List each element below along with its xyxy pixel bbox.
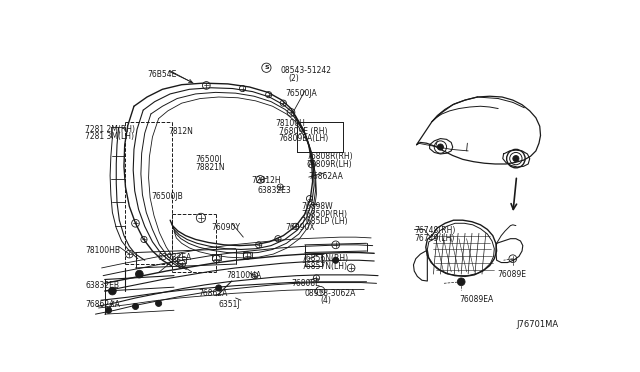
Text: 76B54E: 76B54E [147, 70, 177, 79]
Text: 76898W: 76898W [301, 202, 333, 212]
Text: 7812N: 7812N [168, 127, 193, 136]
Bar [177, 257, 186, 263]
Text: 78100H: 78100H [276, 119, 305, 128]
Circle shape [217, 286, 220, 289]
Circle shape [106, 307, 111, 313]
Text: 76809R(LH): 76809R(LH) [307, 160, 352, 169]
Circle shape [134, 305, 137, 308]
Circle shape [138, 272, 141, 276]
Text: 76500JA: 76500JA [285, 89, 317, 98]
Text: 76862AA: 76862AA [308, 172, 344, 181]
Text: 76808E: 76808E [291, 279, 320, 289]
Text: 76089E: 76089E [497, 270, 526, 279]
Text: (2): (2) [288, 74, 299, 83]
Text: 63932EA: 63932EA [157, 253, 191, 262]
Text: 76857N(LH): 76857N(LH) [301, 262, 347, 271]
Text: 78821N: 78821N [196, 163, 225, 172]
Circle shape [513, 155, 519, 162]
Circle shape [109, 287, 116, 295]
Circle shape [157, 302, 160, 305]
Text: 76856N(RH): 76856N(RH) [301, 254, 348, 263]
Text: 6351J: 6351J [219, 299, 240, 308]
Circle shape [136, 270, 143, 278]
Circle shape [107, 309, 110, 312]
Text: 76500JB: 76500JB [151, 192, 182, 202]
Text: 63832E3: 63832E3 [257, 186, 291, 195]
Text: 08543-51242: 08543-51242 [280, 66, 332, 75]
Text: 7281 3M(LH): 7281 3M(LH) [86, 132, 134, 141]
Text: (4): (4) [320, 296, 331, 305]
Text: 76749(LH): 76749(LH) [414, 234, 454, 243]
Bar [243, 252, 252, 258]
Circle shape [333, 257, 339, 263]
Circle shape [132, 303, 139, 310]
Circle shape [460, 280, 463, 283]
Text: 78100HB: 78100HB [86, 246, 120, 254]
Text: 76862AA: 76862AA [86, 300, 120, 309]
Text: 76808R(RH): 76808R(RH) [307, 153, 353, 161]
Text: 76809EA(LH): 76809EA(LH) [279, 134, 329, 143]
Text: 76850P(RH): 76850P(RH) [301, 210, 347, 219]
Circle shape [334, 259, 337, 262]
Circle shape [156, 300, 162, 307]
Text: 76862A: 76862A [198, 289, 228, 298]
Text: 78100HA: 78100HA [227, 271, 262, 280]
Circle shape [111, 289, 114, 293]
Text: 76090Y: 76090Y [211, 223, 240, 232]
Text: N: N [318, 289, 323, 294]
Circle shape [216, 285, 221, 291]
Circle shape [437, 144, 444, 150]
Text: 08918-3062A: 08918-3062A [305, 289, 356, 298]
Text: 76809E (RH): 76809E (RH) [279, 127, 327, 136]
Text: 76748(RH): 76748(RH) [414, 226, 456, 235]
Text: 63832EB: 63832EB [86, 281, 120, 290]
Bar [305, 254, 322, 266]
Text: 72812H: 72812H [251, 176, 280, 185]
Text: 7685LP (LH): 7685LP (LH) [301, 217, 348, 226]
Text: 76500J: 76500J [196, 155, 222, 164]
Bar [212, 254, 221, 260]
Text: S: S [264, 65, 269, 70]
Circle shape [458, 278, 465, 286]
Text: 76090X: 76090X [285, 223, 316, 232]
Text: J76701MA: J76701MA [516, 320, 559, 329]
Text: 76089EA: 76089EA [459, 295, 493, 304]
Text: 7281 2M(RH): 7281 2M(RH) [86, 125, 136, 135]
